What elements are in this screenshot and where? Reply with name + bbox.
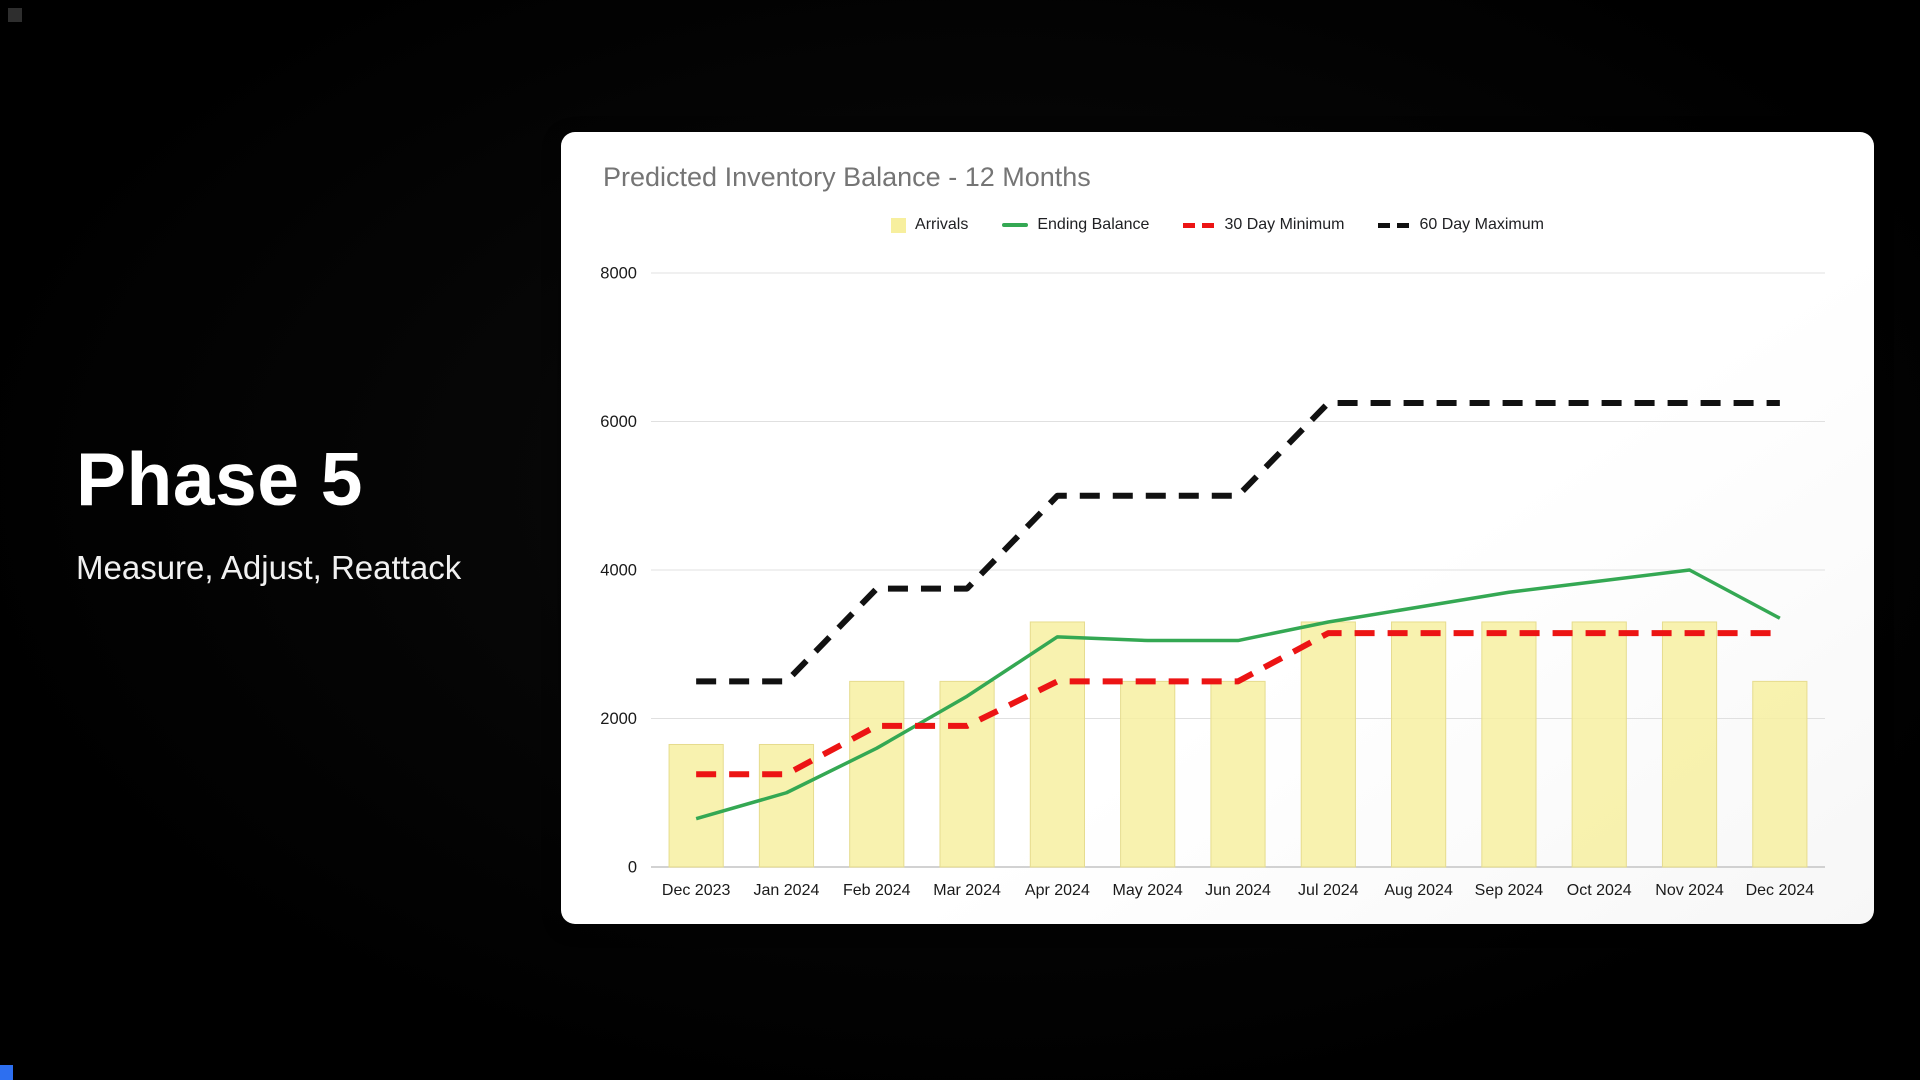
svg-text:Aug 2024: Aug 2024 <box>1384 882 1453 899</box>
legend-label-ending-balance: Ending Balance <box>1037 216 1150 233</box>
slide-subtitle: Measure, Adjust, Reattack <box>76 548 462 586</box>
svg-text:Dec 2023: Dec 2023 <box>662 882 731 899</box>
svg-text:May 2024: May 2024 <box>1113 882 1183 899</box>
svg-text:Mar 2024: Mar 2024 <box>933 882 1001 899</box>
svg-text:2000: 2000 <box>600 710 637 728</box>
svg-text:Jul 2024: Jul 2024 <box>1298 882 1359 899</box>
svg-text:Dec 2024: Dec 2024 <box>1746 882 1815 899</box>
legend-label-arrivals: Arrivals <box>915 216 969 233</box>
slide-text-block: Phase 5 Measure, Adjust, Reattack <box>76 440 461 587</box>
chart-card: Predicted Inventory Balance - 12 Months … <box>561 132 1874 924</box>
legend-label-60-day-maximum: 60 Day Maximum <box>1419 216 1544 233</box>
svg-text:0: 0 <box>628 859 637 877</box>
chart-legend: Arrivals Ending Balance 30 Day Minimum 6… <box>561 216 1874 234</box>
svg-text:4000: 4000 <box>600 562 637 580</box>
arrivals-swatch-icon <box>891 217 907 233</box>
sixty-day-maximum-dash-icon <box>1378 222 1411 228</box>
svg-text:Feb 2024: Feb 2024 <box>843 882 911 899</box>
svg-text:6000: 6000 <box>600 413 637 431</box>
svg-text:Jan 2024: Jan 2024 <box>754 882 820 899</box>
top-left-artifact <box>8 8 22 22</box>
thirty-day-minimum-dash-icon <box>1183 222 1216 228</box>
legend-item-60-day-maximum: 60 Day Maximum <box>1378 216 1544 234</box>
inventory-balance-chart: 0 2000 4000 6000 8000 Dec 2023 Jan 2024 Feb 202… <box>600 265 1825 899</box>
legend-item-arrivals: Arrivals <box>891 216 968 234</box>
legend-item-ending-balance: Ending Balance <box>1002 216 1149 234</box>
svg-text:Sep 2024: Sep 2024 <box>1475 882 1544 899</box>
ending-balance-line-icon <box>1002 223 1029 227</box>
chart-title: Predicted Inventory Balance - 12 Months <box>603 162 1091 192</box>
svg-text:Apr 2024: Apr 2024 <box>1025 882 1090 899</box>
legend-label-30-day-minimum: 30 Day Minimum <box>1224 216 1345 233</box>
svg-text:8000: 8000 <box>600 265 637 283</box>
legend-item-30-day-minimum: 30 Day Minimum <box>1183 216 1344 234</box>
svg-text:Oct 2024: Oct 2024 <box>1567 882 1632 899</box>
svg-text:Nov 2024: Nov 2024 <box>1655 882 1724 899</box>
svg-text:Jun 2024: Jun 2024 <box>1205 882 1271 899</box>
slide-title: Phase 5 <box>76 437 364 521</box>
bottom-left-blue-artifact <box>0 1065 13 1080</box>
